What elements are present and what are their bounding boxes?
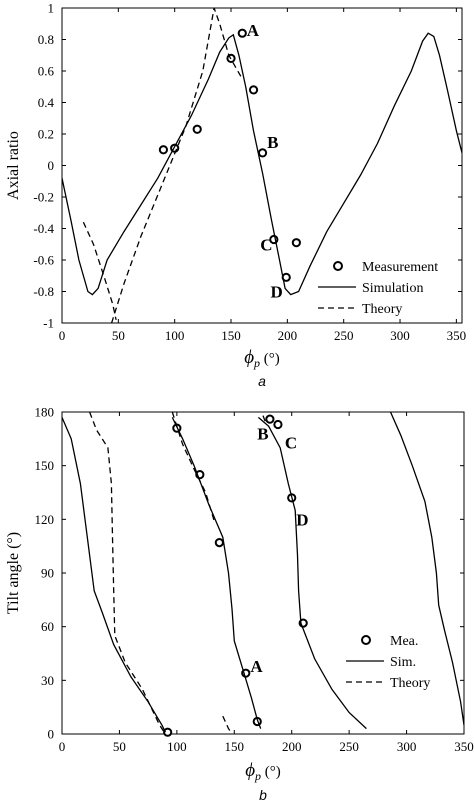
y-tick-label: 90 xyxy=(41,566,54,581)
x-axis-subscript: p xyxy=(254,769,261,783)
x-tick-label: 250 xyxy=(339,739,359,754)
x-tick-label: 350 xyxy=(447,328,467,343)
x-tick-label: 50 xyxy=(112,328,125,343)
y-tick-label: -0.8 xyxy=(33,284,54,299)
y-tick-label: 150 xyxy=(35,458,55,473)
measurement-point xyxy=(237,28,247,38)
x-tick-label: 200 xyxy=(278,328,298,343)
measurement-point xyxy=(265,414,275,424)
y-tick-label: 180 xyxy=(35,405,55,420)
y-axis-label: Tilt angle (°) xyxy=(5,532,22,614)
y-tick-label: -0.4 xyxy=(33,221,54,236)
x-axis-label: ϕp (°) xyxy=(245,760,281,783)
x-tick-label: 0 xyxy=(59,739,66,754)
theory-line xyxy=(82,221,117,321)
plot-frame xyxy=(61,7,463,324)
y-tick-label: 0.6 xyxy=(38,64,55,79)
y-tick-label: 30 xyxy=(41,673,54,688)
y-axis-label: Axial ratio xyxy=(5,131,22,200)
annotation-C: C xyxy=(260,235,272,254)
measurement-point xyxy=(158,145,169,155)
annotation-D: D xyxy=(270,283,282,302)
legend: Measurement Simulation Theory xyxy=(318,260,438,317)
x-tick-label: 300 xyxy=(397,739,417,754)
legend-entry: Theory xyxy=(362,302,402,317)
y-tick-label: 120 xyxy=(35,512,55,527)
simulation-line xyxy=(62,32,462,296)
x-tick-label: 100 xyxy=(165,328,185,343)
x-tick-label: 150 xyxy=(221,328,241,343)
annotation-B: B xyxy=(257,424,268,443)
measurement-point xyxy=(192,124,202,134)
measurement-point xyxy=(257,148,268,158)
x-axis-symbol: ϕ xyxy=(244,347,254,368)
x-axis-symbol: ϕ xyxy=(245,760,255,781)
theory-line xyxy=(222,715,233,734)
legend: Mea. Sim. Theory xyxy=(346,634,430,691)
chart-panel-a: 0 50 100 150 200 250 300 350 -1 -0.8 -0.6 -0.4 -0.2 0… xyxy=(5,1,466,390)
y-tick-label: 1 xyxy=(48,1,55,16)
panel-label: b xyxy=(259,787,267,803)
legend-entry: Measurement xyxy=(362,260,438,275)
x-tick-label: 150 xyxy=(225,739,245,754)
annotation-A: A xyxy=(247,21,260,40)
x-tick-label: 100 xyxy=(167,739,187,754)
x-axis-unit: (°) xyxy=(260,351,280,367)
y-tick-label: 0.4 xyxy=(38,95,55,110)
simulation-line xyxy=(389,412,464,726)
x-tick-label: 50 xyxy=(113,739,126,754)
x-axis-unit: (°) xyxy=(261,764,281,780)
legend-marker-measurement xyxy=(361,635,371,645)
y-tick-label: 0 xyxy=(48,158,55,173)
legend-entry: Sim. xyxy=(390,655,416,670)
legend-entry: Simulation xyxy=(362,281,423,296)
measurement-point xyxy=(273,419,283,430)
simulation-line xyxy=(62,417,166,733)
annotation-A: A xyxy=(250,657,263,676)
annotation-D: D xyxy=(296,510,308,529)
theory-line xyxy=(262,415,268,425)
x-axis-subscript: p xyxy=(253,356,260,370)
theory-line xyxy=(88,412,166,734)
measurement-point xyxy=(163,727,173,737)
legend-marker-measurement xyxy=(333,261,343,271)
y-tick-label: 0.8 xyxy=(38,32,54,47)
y-tick-label: 0 xyxy=(48,727,55,742)
y-tick-label: -1 xyxy=(43,316,54,331)
x-tick-label: 250 xyxy=(334,328,354,343)
y-tick-label: -0.2 xyxy=(33,190,54,205)
legend-entry: Theory xyxy=(390,676,430,691)
measurement-point xyxy=(291,238,301,248)
annotation-B: B xyxy=(267,133,278,152)
theory-line xyxy=(171,412,216,524)
measurement-point xyxy=(248,85,259,95)
y-tick-label: 0.2 xyxy=(38,127,54,142)
y-tick-label: 60 xyxy=(41,619,54,634)
x-tick-label: 0 xyxy=(59,328,66,343)
measurement-point xyxy=(214,537,224,548)
simulation-line xyxy=(257,416,367,730)
panel-label: a xyxy=(258,373,266,389)
chart-panel-b: 0 50 100 150 200 250 300 350 0 30 60 90 120 150 180 Til… xyxy=(5,405,474,804)
y-tick-label: -0.6 xyxy=(33,253,54,268)
theory-line xyxy=(110,8,243,323)
x-tick-label: 350 xyxy=(454,739,474,754)
annotation-C: C xyxy=(285,433,297,452)
x-tick-label: 300 xyxy=(390,328,410,343)
x-axis-label: ϕp (°) xyxy=(244,347,280,370)
x-tick-label: 200 xyxy=(282,739,302,754)
simulation-line xyxy=(171,417,262,729)
legend-entry: Mea. xyxy=(390,634,418,649)
